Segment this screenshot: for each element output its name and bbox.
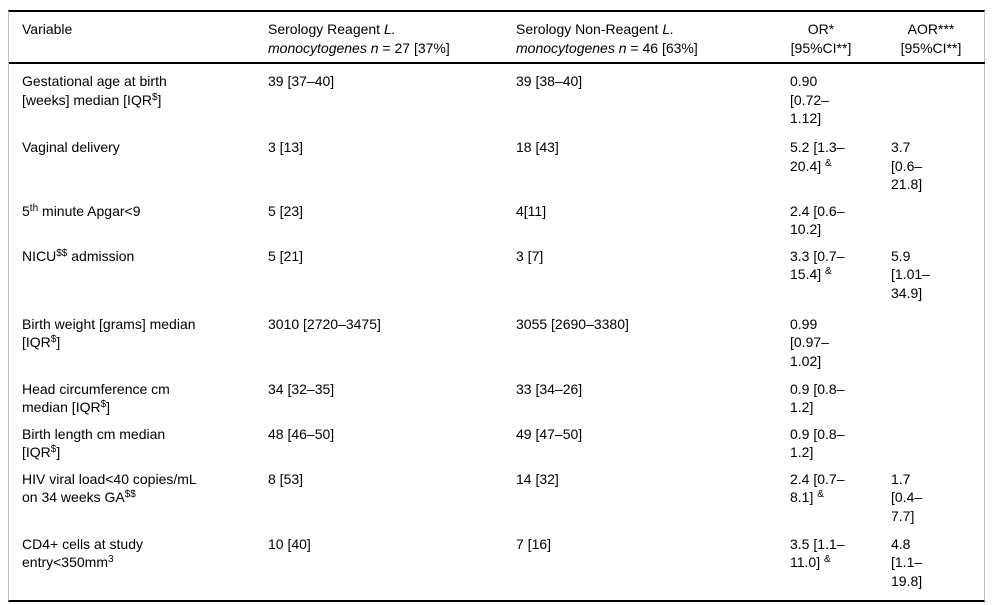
cell-aor-value xyxy=(885,307,985,372)
cell-variable: Vaginal delivery xyxy=(22,139,120,155)
cell-reagent-value: 5 [23] xyxy=(268,202,304,219)
cell-reagent-value: 48 [46–50] xyxy=(268,425,335,442)
cell-reagent-value: 3010 [2720–3475] xyxy=(268,315,381,332)
cell-variable: Head circumference cm median [IQR$] xyxy=(22,380,170,416)
cell-aor-value: 5.9 [1.01– 34.9] xyxy=(891,247,930,301)
cell-or-value: 0.99 [0.97– 1.02] xyxy=(790,315,829,369)
cell-nonreagent-value: 4[11] xyxy=(516,202,547,219)
cell-or-value: 3.5 [1.1– 11.0] & xyxy=(790,535,845,571)
cell-nonreagent-value: 3 [7] xyxy=(516,247,544,264)
cell-aor-value xyxy=(885,417,985,462)
cell-reagent-value: 34 [32–35] xyxy=(268,380,335,397)
table-row: 5th minute Apgar<9 5 [23] 4[11] 2.4 [0.6… xyxy=(9,194,985,239)
cell-variable: CD4+ cells at study entry<350mm3 xyxy=(22,535,143,571)
cell-variable: NICU$$ admission xyxy=(22,247,135,264)
cell-aor-value: 3.7 [0.6– 21.8] xyxy=(891,139,923,192)
cell-nonreagent-value: 7 [16] xyxy=(516,535,552,552)
cell-or-value: 2.4 [0.7– 8.1] & xyxy=(790,470,845,506)
table-row: Gestational age at birth [weeks] median [… xyxy=(9,63,985,130)
column-header-aor: AOR*** [95%CI**] xyxy=(885,12,985,64)
cell-nonreagent-value: 33 [34–26] xyxy=(516,380,583,397)
cell-variable: HIV viral load<40 copies/mL on 34 weeks G… xyxy=(22,470,197,506)
cell-nonreagent-value: 14 [32] xyxy=(516,470,559,487)
table-header-row: Variable Serology Reagent L. monocytogene… xyxy=(9,12,985,64)
cell-or-value: 3.3 [0.7– 15.4] & xyxy=(790,247,845,283)
table-row: Birth length cm median [IQR$] 48 [46–50] … xyxy=(9,417,985,462)
cell-reagent-value: 5 [21] xyxy=(268,247,304,264)
table-row: NICU$$ admission 5 [21] 3 [7] 3.3 [0.7– 1… xyxy=(9,239,985,307)
cell-aor-value: 4.8 [1.1– 19.8] xyxy=(891,535,923,589)
table-row: Head circumference cm median [IQR$] 34 [3… xyxy=(9,372,985,417)
cell-nonreagent-value: 39 [38–40] xyxy=(516,73,583,89)
cell-nonreagent-value: 3055 [2690–3380] xyxy=(516,315,629,332)
cell-or-value: 0.9 [0.8– 1.2] xyxy=(790,380,845,416)
cell-variable: 5th minute Apgar<9 xyxy=(22,202,141,219)
table-row: Birth weight [grams] median [IQR$] 3010 [… xyxy=(9,307,985,372)
cell-variable: Birth length cm median [IQR$] xyxy=(22,425,166,461)
study-results-table: Variable Serology Reagent L. monocytogene… xyxy=(9,12,985,600)
cell-nonreagent-value: 49 [47–50] xyxy=(516,425,583,442)
cell-aor-value xyxy=(885,372,985,417)
cell-or-value: 0.9 [0.8– 1.2] xyxy=(790,425,845,461)
table-row: CD4+ cells at study entry<350mm3 10 [40] … xyxy=(9,527,985,600)
cell-variable: Birth weight [grams] median [IQR$] xyxy=(22,315,196,351)
column-header-serology-non-reagent: Serology Non-Reagent L. monocytogenes n =… xyxy=(503,12,765,64)
cell-aor-value: 1.7 [0.4– 7.7] xyxy=(891,470,923,524)
table-row: Vaginal delivery 3 [13] 18 [43] 5.2 [1.3… xyxy=(9,130,985,194)
cell-or-value: 5.2 [1.3– 20.4] & xyxy=(790,139,845,174)
study-results-table-frame: Variable Serology Reagent L. monocytogene… xyxy=(8,10,985,602)
cell-reagent-value: 3 [13] xyxy=(268,139,304,155)
cell-aor-value xyxy=(885,194,985,239)
column-header-serology-reagent: Serology Reagent L. monocytogenes n = 27 … xyxy=(255,12,503,64)
table-row: HIV viral load<40 copies/mL on 34 weeks G… xyxy=(9,462,985,527)
cell-aor-value xyxy=(885,63,985,130)
cell-reagent-value: 8 [53] xyxy=(268,470,304,487)
cell-variable: Gestational age at birth [weeks] median [… xyxy=(22,73,167,108)
cell-or-value: 0.90 [0.72– 1.12] xyxy=(790,73,829,126)
column-header-or: OR* [95%CI**] xyxy=(765,12,885,64)
column-header-variable: Variable xyxy=(9,12,255,64)
cell-or-value: 2.4 [0.6– 10.2] xyxy=(790,202,845,238)
cell-reagent-value: 39 [37–40] xyxy=(268,73,335,89)
cell-nonreagent-value: 18 [43] xyxy=(516,139,559,155)
cell-reagent-value: 10 [40] xyxy=(268,535,311,552)
